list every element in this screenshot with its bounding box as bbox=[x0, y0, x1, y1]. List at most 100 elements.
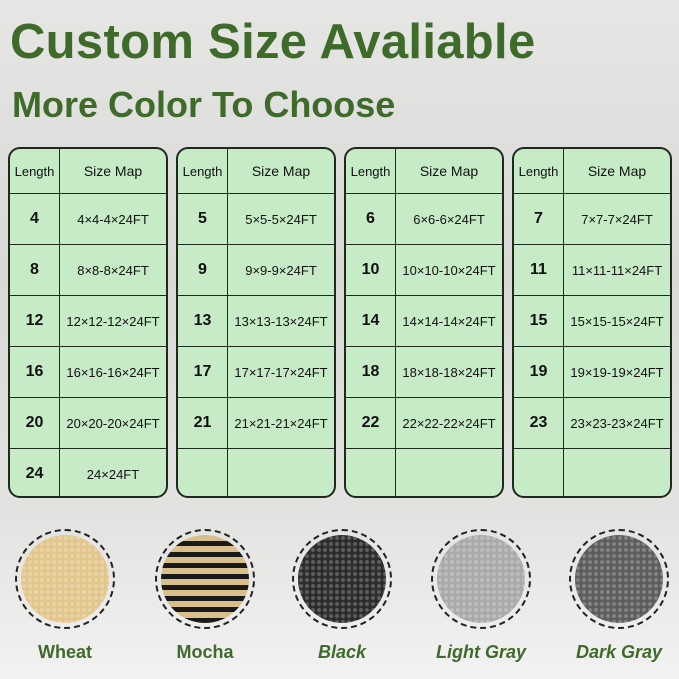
table-row: 14 14×14-14×24FT bbox=[346, 296, 502, 347]
size-cell: 17×17-17×24FT bbox=[234, 364, 328, 380]
header-length: Length bbox=[514, 149, 564, 193]
table-row: 16 16×16-16×24FT bbox=[10, 347, 166, 398]
table-row bbox=[178, 449, 334, 496]
length-cell: 5 bbox=[178, 194, 228, 244]
table-row: 23 23×23-23×24FT bbox=[514, 398, 670, 449]
length-cell: 8 bbox=[10, 245, 60, 295]
header-length: Length bbox=[346, 149, 396, 193]
size-cell: 14×14-14×24FT bbox=[402, 313, 496, 329]
size-cell bbox=[396, 449, 502, 496]
length-cell: 17 bbox=[178, 347, 228, 397]
size-table: Length Size Map 6 6×6-6×24FT 10 10×10-10×24FT… bbox=[344, 147, 504, 498]
color-label: Wheat bbox=[38, 642, 92, 662]
size-cell: 5×5-5×24FT bbox=[245, 211, 317, 227]
size-cell: 18×18-18×24FT bbox=[402, 364, 496, 380]
size-cell: 9×9-9×24FT bbox=[245, 262, 317, 278]
length-cell: 21 bbox=[178, 398, 228, 448]
title: Custom Size Avaliable bbox=[10, 15, 536, 69]
table-row: 13 13×13-13×24FT bbox=[178, 296, 334, 347]
size-cell: 20×20-20×24FT bbox=[66, 415, 160, 431]
color-label: Light Gray bbox=[435, 642, 526, 662]
table-row: 9 9×9-9×24FT bbox=[178, 245, 334, 296]
color-swatch bbox=[431, 529, 531, 629]
table-row bbox=[514, 449, 670, 496]
header-size-map: Size Map bbox=[251, 163, 311, 179]
length-cell: 6 bbox=[346, 194, 396, 244]
table-row: 19 19×19-19×24FT bbox=[514, 347, 670, 398]
length-cell: 14 bbox=[346, 296, 396, 346]
length-cell: 22 bbox=[346, 398, 396, 448]
length-cell: 15 bbox=[514, 296, 564, 346]
header-size-map: Size Map bbox=[83, 163, 143, 179]
table-row: 5 5×5-5×24FT bbox=[178, 194, 334, 245]
length-cell: 18 bbox=[346, 347, 396, 397]
header-size-map: Size Map bbox=[587, 163, 647, 179]
size-cell: 15×15-15×24FT bbox=[570, 313, 664, 329]
size-table: Length Size Map 5 5×5-5×24FT 9 9×9-9×24FT 13 13… bbox=[176, 147, 336, 498]
size-cell: 13×13-13×24FT bbox=[234, 313, 328, 329]
header-length: Length bbox=[10, 149, 60, 193]
length-cell: 20 bbox=[10, 398, 60, 448]
table-row: 12 12×12-12×24FT bbox=[10, 296, 166, 347]
color-swatch bbox=[569, 529, 669, 629]
length-cell: 9 bbox=[178, 245, 228, 295]
color-label: Mocha bbox=[176, 642, 234, 662]
length-cell: 7 bbox=[514, 194, 564, 244]
size-cell: 4×4-4×24FT bbox=[77, 211, 149, 227]
table-row: 8 8×8-8×24FT bbox=[10, 245, 166, 296]
table-row: 10 10×10-10×24FT bbox=[346, 245, 502, 296]
length-cell: 4 bbox=[10, 194, 60, 244]
length-cell bbox=[514, 449, 564, 496]
table-row: 17 17×17-17×24FT bbox=[178, 347, 334, 398]
color-swatch bbox=[15, 529, 115, 629]
size-cell: 10×10-10×24FT bbox=[402, 262, 496, 278]
size-cell: 24×24FT bbox=[86, 466, 140, 482]
color-swatch bbox=[292, 529, 392, 629]
length-cell: 23 bbox=[514, 398, 564, 448]
size-table: Length Size Map 7 7×7-7×24FT 11 11×11-11×24FT… bbox=[512, 147, 672, 498]
size-cell: 19×19-19×24FT bbox=[570, 364, 664, 380]
table-row: 11 11×11-11×24FT bbox=[514, 245, 670, 296]
size-cell: 16×16-16×24FT bbox=[66, 364, 160, 380]
header-length: Length bbox=[178, 149, 228, 193]
size-cell: 12×12-12×24FT bbox=[66, 313, 160, 329]
color-swatch bbox=[155, 529, 255, 629]
size-cell: 23×23-23×24FT bbox=[570, 415, 664, 431]
length-cell: 12 bbox=[10, 296, 60, 346]
size-cell: 7×7-7×24FT bbox=[581, 211, 653, 227]
length-cell bbox=[346, 449, 396, 496]
size-cell: 6×6-6×24FT bbox=[413, 211, 485, 227]
table-row: 6 6×6-6×24FT bbox=[346, 194, 502, 245]
table-header: Length Size Map bbox=[10, 149, 166, 194]
color-label: Dark Gray bbox=[575, 642, 663, 662]
table-row: 24 24×24FT bbox=[10, 449, 166, 496]
header-size-map: Size Map bbox=[419, 163, 479, 179]
size-cell bbox=[228, 449, 334, 496]
length-cell: 10 bbox=[346, 245, 396, 295]
table-row: 20 20×20-20×24FT bbox=[10, 398, 166, 449]
length-cell: 16 bbox=[10, 347, 60, 397]
size-table: Length Size Map 4 4×4-4×24FT 8 8×8-8×24FT 12 12… bbox=[8, 147, 168, 498]
table-header: Length Size Map bbox=[514, 149, 670, 194]
color-label: Black bbox=[317, 642, 367, 662]
size-cell bbox=[564, 449, 670, 496]
length-cell: 13 bbox=[178, 296, 228, 346]
size-cell: 22×22-22×24FT bbox=[402, 415, 496, 431]
length-cell: 11 bbox=[514, 245, 564, 295]
table-header: Length Size Map bbox=[178, 149, 334, 194]
size-cell: 11×11-11×24FT bbox=[571, 262, 663, 278]
table-header: Length Size Map bbox=[346, 149, 502, 194]
size-cell: 21×21-21×24FT bbox=[234, 415, 328, 431]
length-cell: 24 bbox=[10, 449, 60, 496]
table-row: 4 4×4-4×24FT bbox=[10, 194, 166, 245]
table-row: 21 21×21-21×24FT bbox=[178, 398, 334, 449]
table-row: 15 15×15-15×24FT bbox=[514, 296, 670, 347]
table-row: 18 18×18-18×24FT bbox=[346, 347, 502, 398]
length-cell bbox=[178, 449, 228, 496]
table-row: 22 22×22-22×24FT bbox=[346, 398, 502, 449]
subtitle: More Color To Choose bbox=[12, 84, 396, 125]
table-row bbox=[346, 449, 502, 496]
size-cell: 8×8-8×24FT bbox=[77, 262, 149, 278]
table-row: 7 7×7-7×24FT bbox=[514, 194, 670, 245]
length-cell: 19 bbox=[514, 347, 564, 397]
